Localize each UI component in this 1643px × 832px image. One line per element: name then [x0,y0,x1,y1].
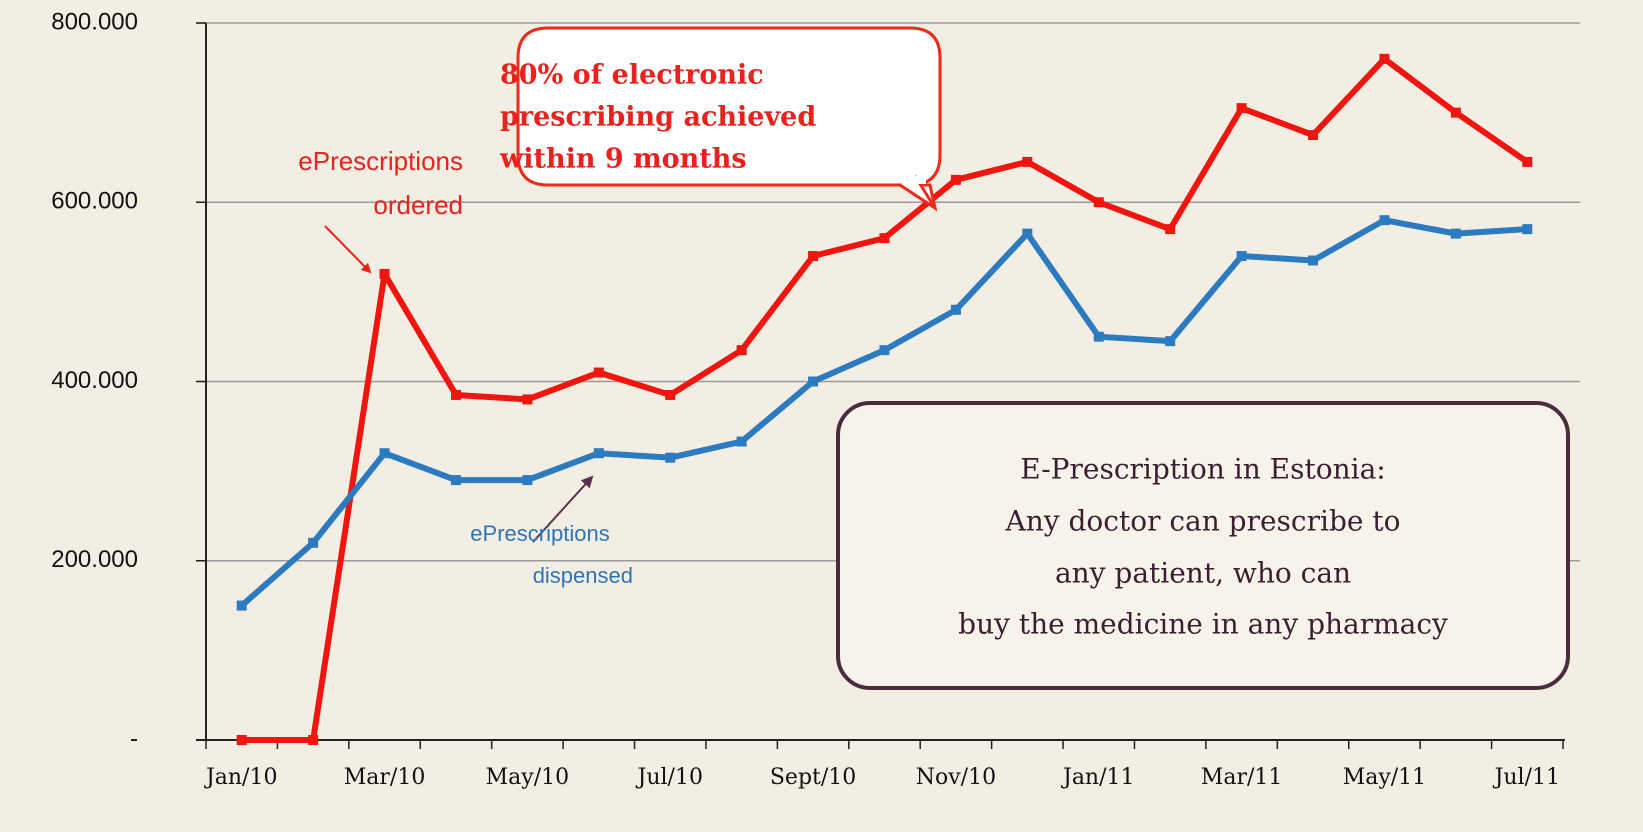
x-tick-label: Jan/11 [1061,765,1135,790]
point-marker [593,448,604,459]
point-marker [1450,107,1461,118]
callout-text: within 9 months [499,144,747,175]
y-tick-label: 200.000 [51,546,138,573]
callout-text: prescribing achieved [500,102,816,133]
point-marker [593,367,604,378]
point-marker [736,436,747,447]
point-marker [379,268,390,279]
point-marker [879,345,890,356]
point-marker [522,475,533,486]
point-marker [808,376,819,387]
point-marker [522,394,533,405]
info-text: buy the medicine in any pharmacy [958,608,1448,641]
point-marker [665,389,676,400]
point-marker [1450,228,1461,239]
point-marker [308,537,319,548]
point-marker [236,735,247,745]
point-marker [308,735,319,745]
x-tick-label: May/10 [486,765,569,790]
info-box [836,401,1570,690]
point-marker [1022,228,1033,239]
callout [516,26,942,212]
point-marker [736,345,747,356]
annotation: dispensed [533,563,633,588]
point-marker [950,174,961,185]
info-text: any patient, who can [1055,557,1351,590]
point-marker [1236,251,1247,262]
point-marker [950,304,961,315]
x-tick-label: May/11 [1343,765,1426,790]
x-tick-label: Mar/10 [344,765,426,790]
annotation: ePrescriptions [298,146,463,176]
point-marker [808,251,819,262]
point-marker [1165,224,1176,235]
point-marker [1093,197,1104,208]
arrow [324,225,372,274]
point-marker [1236,103,1247,114]
point-marker [379,448,390,459]
x-tick-label: Sept/10 [770,765,856,790]
callout-text: 80% of electronic [500,60,764,91]
point-marker [665,452,676,463]
x-tick-label: Jul/11 [1493,765,1560,790]
point-marker [450,475,461,486]
x-tick-label: Jul/10 [636,765,703,790]
arrow [532,475,594,543]
point-marker [1165,336,1176,347]
annotation: ePrescriptions [470,521,609,546]
grid: - 200.000 400.000 600.000 800.000 Jan/10 Mar/1… [51,8,1580,790]
x-tick-label: Nov/10 [916,765,996,790]
y-tick-label: 400.000 [51,367,138,394]
x-tick-label: Mar/11 [1201,765,1283,790]
point-marker [1379,215,1390,226]
info-text: Any doctor can prescribe to [1005,505,1401,538]
plot [236,53,1533,745]
point-marker [450,389,461,400]
point-marker [1093,331,1104,342]
y-tick-label: 800.000 [51,8,138,35]
point-marker [1022,156,1033,167]
point-marker [1522,224,1533,235]
y-tick-label: 600.000 [51,188,138,215]
callout-tail-cover [902,176,926,184]
point-marker [1308,130,1319,141]
point-marker [1379,53,1390,64]
point-marker [1522,156,1533,167]
annotation: ordered [373,190,463,220]
info-text: E-Prescription in Estonia: [1020,453,1385,486]
point-marker [879,233,890,244]
point-marker [1308,255,1319,266]
x-tick-label: Jan/10 [204,765,278,790]
y-tick-label: - [130,725,138,752]
point-marker [236,600,247,611]
